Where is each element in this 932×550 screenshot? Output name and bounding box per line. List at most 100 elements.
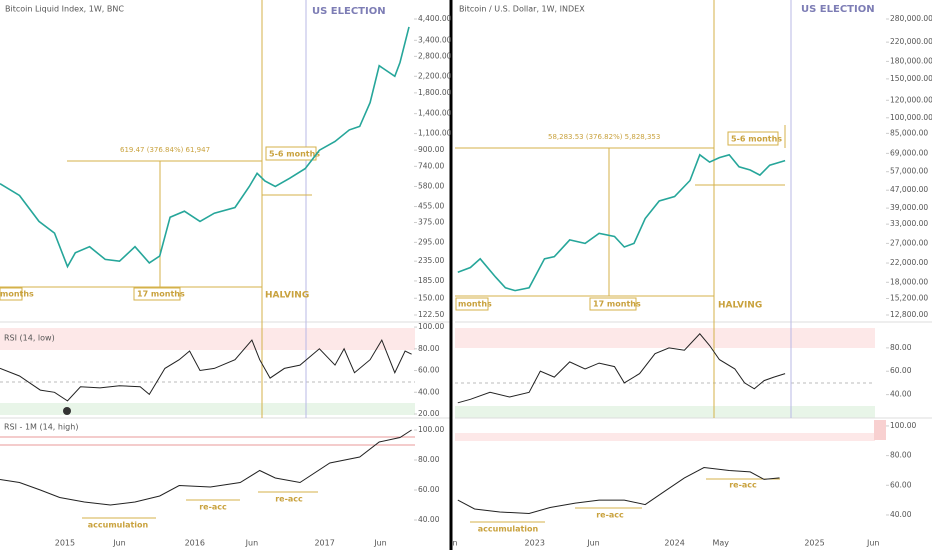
- measure-label: 58,283.53 (376.82%) 5,828,353: [548, 133, 660, 141]
- duration-label: 5-6 months: [269, 150, 320, 159]
- annotation: accumulation: [88, 521, 149, 530]
- oversold-zone: [455, 406, 875, 418]
- overbought-zone: [455, 328, 875, 348]
- y-tick-label: 69,000.00: [890, 148, 928, 157]
- y-tick-label: 122.50: [418, 310, 444, 319]
- x-tick-label: Jun: [245, 539, 259, 548]
- y-tick-label: 80.00: [418, 455, 440, 464]
- x-tick-label: 2017: [314, 539, 334, 548]
- marker-icon: [63, 407, 71, 415]
- duration-label: 5-6 months: [731, 135, 782, 144]
- y-tick-label: 80.00: [890, 451, 912, 460]
- span-label: months: [0, 290, 34, 299]
- y-tick-label: 27,000.00: [890, 238, 928, 247]
- election-label: US ELECTION: [801, 4, 875, 15]
- x-tick-label: 2023: [525, 539, 545, 548]
- y-tick-label: 100.00: [418, 425, 444, 434]
- panel-title: Bitcoin Liquid Index, 1W, BNC: [5, 5, 124, 14]
- price-line: [0, 26, 410, 269]
- span-label: 17 months: [593, 300, 641, 309]
- y-tick-label: 60.00: [890, 366, 912, 375]
- y-tick-label: 375.00: [418, 218, 444, 227]
- y-tick-label: 235.00: [418, 256, 444, 265]
- y-tick-label: 85,000.00: [890, 128, 928, 137]
- y-tick-label: 1,400.00: [418, 109, 452, 118]
- rsi-line: [0, 338, 412, 402]
- x-tick-label: 2016: [185, 539, 205, 548]
- measure-label: 619.47 (376.84%) 61,947: [120, 146, 210, 154]
- label-box: [589, 297, 637, 311]
- label-box: [0, 287, 23, 301]
- oversold-zone: [0, 403, 415, 415]
- span-label: months: [458, 300, 492, 309]
- x-tick-label: Jun: [112, 539, 126, 548]
- x-tick-label: May: [713, 539, 730, 548]
- rsi-line: [0, 429, 412, 506]
- y-tick-label: 150,000.00: [890, 74, 932, 83]
- x-tick-label: Jun: [586, 539, 600, 548]
- y-tick-label: 100.00: [418, 322, 444, 331]
- y-tick-label: 1,100.00: [418, 129, 452, 138]
- x-tick-label: 2024: [664, 539, 684, 548]
- y-tick-label: 3,400.00: [418, 35, 452, 44]
- x-tick-label: 2015: [55, 539, 75, 548]
- y-tick-label: 280,000.00: [890, 14, 932, 23]
- annotation: accumulation: [478, 525, 539, 534]
- y-tick-label: 40.00: [418, 515, 440, 524]
- x-tick-label: Jun: [373, 539, 387, 548]
- halving-label: HALVING: [265, 291, 309, 301]
- indicator-label: RSI (14, low): [4, 334, 55, 343]
- halving-label: HALVING: [718, 301, 762, 311]
- y-tick-label: 580.00: [418, 181, 444, 190]
- y-tick-label: 18,000.00: [890, 277, 928, 286]
- price-line: [457, 153, 786, 292]
- y-tick-label: 60.00: [890, 480, 912, 489]
- y-tick-label: 180,000.00: [890, 56, 932, 65]
- x-tick-label: n: [452, 539, 457, 548]
- overbought-zone: [455, 433, 875, 441]
- election-label: US ELECTION: [312, 6, 386, 17]
- y-tick-label: 20.00: [418, 409, 440, 418]
- y-tick-label: 33,000.00: [890, 219, 928, 228]
- y-tick-label: 57,000.00: [890, 167, 928, 176]
- y-tick-label: 22,000.00: [890, 258, 928, 267]
- y-tick-label: 900.00: [418, 145, 444, 154]
- annotation: re-acc: [275, 495, 303, 504]
- y-tick-label: 740.00: [418, 161, 444, 170]
- annotation: re-acc: [596, 511, 624, 520]
- y-tick-label: 15,200.00: [890, 294, 928, 303]
- y-tick-label: 80.00: [418, 344, 440, 353]
- rsi-line: [457, 466, 780, 515]
- label-box: [455, 297, 489, 311]
- scale-marker: [874, 420, 886, 440]
- y-tick-label: 150.00: [418, 293, 444, 302]
- label-box: [727, 131, 779, 146]
- annotation: re-acc: [199, 503, 227, 512]
- y-tick-label: 40.00: [890, 510, 912, 519]
- y-tick-label: 1,800.00: [418, 88, 452, 97]
- overbought-zone: [0, 328, 415, 350]
- y-tick-label: 47,000.00: [890, 185, 928, 194]
- y-tick-label: 40.00: [890, 390, 912, 399]
- y-tick-label: 2,800.00: [418, 51, 452, 60]
- panel-title: Bitcoin / U.S. Dollar, 1W, INDEX: [459, 5, 585, 14]
- x-tick-label: Jun: [866, 539, 880, 548]
- y-tick-label: 60.00: [418, 485, 440, 494]
- y-tick-label: 80.00: [890, 343, 912, 352]
- y-tick-label: 2,200.00: [418, 71, 452, 80]
- y-tick-label: 220,000.00: [890, 37, 932, 46]
- y-tick-label: 100.00: [890, 421, 916, 430]
- y-tick-label: 185.00: [418, 276, 444, 285]
- y-tick-label: 295.00: [418, 237, 444, 246]
- y-tick-label: 100,000.00: [890, 113, 932, 122]
- annotation: re-acc: [729, 481, 757, 490]
- span-label: 17 months: [137, 290, 185, 299]
- x-tick-label: 2025: [804, 539, 824, 548]
- y-tick-label: 12,800.00: [890, 310, 928, 319]
- y-tick-label: 4,400.00: [418, 14, 452, 23]
- y-tick-label: 120,000.00: [890, 95, 932, 104]
- y-tick-label: 39,000.00: [890, 203, 928, 212]
- y-tick-label: 455.00: [418, 202, 444, 211]
